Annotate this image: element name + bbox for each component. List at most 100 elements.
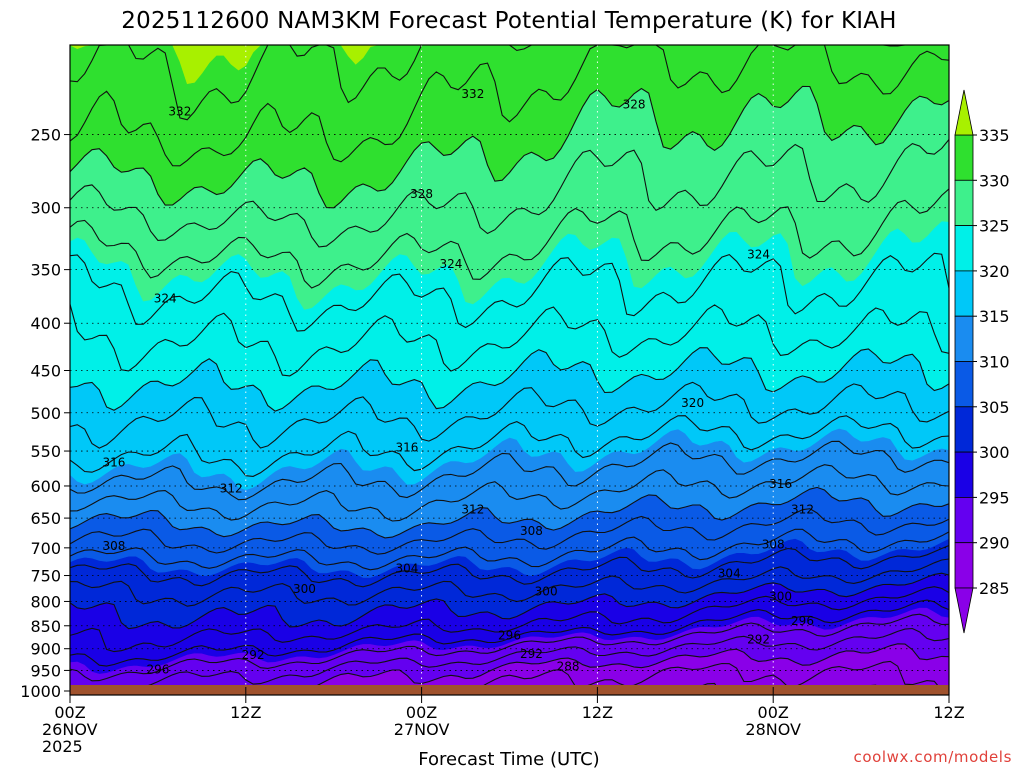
contour-294 <box>70 613 949 682</box>
contour-label: 304 <box>395 562 418 576</box>
contour-334 <box>70 45 949 121</box>
contour-label: 332 <box>461 87 484 101</box>
colorbar-bottom-arrow <box>954 587 974 634</box>
y-tick-label: 700 <box>30 539 61 558</box>
colorbar-segment <box>954 451 974 498</box>
contour-label: 320 <box>681 396 704 410</box>
x-tick-label: 28NOV <box>745 720 801 739</box>
contour-label: 324 <box>747 247 770 261</box>
y-tick-label: 750 <box>30 567 61 586</box>
colorbar-tick-label: 335 <box>979 126 1010 145</box>
colorbar-segment <box>954 270 974 317</box>
contour-324 <box>70 252 949 332</box>
colorbar-tick-label: 320 <box>979 262 1010 281</box>
y-tick-label: 300 <box>30 199 61 218</box>
contour-288 <box>483 660 939 685</box>
colorbar-segment <box>954 542 974 589</box>
contour-label: 316 <box>102 456 125 470</box>
contour-label: 312 <box>220 482 243 496</box>
contour-292 <box>148 627 949 685</box>
y-tick-label: 650 <box>30 509 61 528</box>
x-axis-title: Forecast Time (UTC) <box>418 749 599 768</box>
x-tick-label: 12Z <box>582 703 613 722</box>
y-tick-label: 800 <box>30 592 61 611</box>
contour-label: 296 <box>498 629 521 643</box>
contour-label: 300 <box>535 584 558 598</box>
contour-330 <box>70 85 949 209</box>
contour-label: 296 <box>146 663 169 677</box>
x-tick-label: 2025 <box>42 737 83 756</box>
contour-318 <box>70 381 949 449</box>
x-tick-label: 26NOV <box>42 720 98 739</box>
contour-label: 328 <box>410 187 433 201</box>
contour-label: 304 <box>718 566 741 580</box>
contour-label: 308 <box>102 539 125 553</box>
contour-308 <box>70 508 949 555</box>
contour-label: 296 <box>791 614 814 628</box>
colorbar-tick-label: 285 <box>979 579 1010 598</box>
colorbar-tick-label: 300 <box>979 443 1010 462</box>
contour-label: 308 <box>762 537 785 551</box>
contour-label: 312 <box>461 502 484 516</box>
x-tick-label: 12Z <box>933 703 964 722</box>
colorbar-segment <box>954 225 974 272</box>
contour-322 <box>70 304 949 377</box>
colorbar-tick-label: 310 <box>979 353 1010 372</box>
contour-label: 324 <box>154 291 177 305</box>
colorbar-tick-label: 330 <box>979 171 1010 190</box>
contour-label: 316 <box>395 440 418 454</box>
y-tick-label: 450 <box>30 361 61 380</box>
contour-label: 332 <box>168 104 191 118</box>
colorbar-top-arrow <box>954 89 974 136</box>
theta-bands <box>70 45 949 685</box>
contour-302 <box>70 558 949 607</box>
contour-label: 328 <box>623 98 646 112</box>
contour-304 <box>70 544 949 588</box>
y-tick-label: 250 <box>30 126 61 145</box>
colorbar-tick-label: 325 <box>979 217 1010 236</box>
contour-316 <box>70 415 949 477</box>
contour-298 <box>70 586 949 653</box>
y-tick-label: 550 <box>30 442 61 461</box>
contour-label: 308 <box>520 524 543 538</box>
colorbar-segment <box>954 134 974 181</box>
colorbar-segment <box>954 315 974 362</box>
chart-title: 2025112600 NAM3KM Forecast Potential Tem… <box>121 8 896 34</box>
colorbar-tick-label: 315 <box>979 307 1010 326</box>
contour-label: 288 <box>557 660 580 674</box>
contour-label: 292 <box>242 648 265 662</box>
credit-text: coolwx.com/models <box>854 748 1013 766</box>
y-tick-label: 900 <box>30 640 61 659</box>
ground-strip <box>70 685 949 695</box>
y-tick-label: 600 <box>30 477 61 496</box>
contour-label: 300 <box>769 589 792 603</box>
y-tick-label: 400 <box>30 314 61 333</box>
contour-290 <box>316 643 949 685</box>
contour-306 <box>70 528 949 571</box>
x-tick-label: 27NOV <box>394 720 450 739</box>
theta-band-335-345 <box>70 45 949 85</box>
theta-contours <box>70 45 949 685</box>
contour-310 <box>70 486 949 539</box>
contour-332 <box>70 45 949 167</box>
colorbar-segment <box>954 496 974 544</box>
contour-label: 292 <box>747 633 770 647</box>
contour-328 <box>70 139 949 248</box>
y-tick-label: 350 <box>30 261 61 280</box>
contour-312 <box>70 464 949 522</box>
contour-300 <box>70 572 949 630</box>
x-tick-label: 12Z <box>230 703 261 722</box>
colorbar-tick-label: 305 <box>979 398 1010 417</box>
y-tick-label: 950 <box>30 661 61 680</box>
y-tick-label: 1000 <box>20 682 61 701</box>
y-tick-label: 850 <box>30 617 61 636</box>
colorbar-tick-label: 295 <box>979 488 1010 507</box>
contour-314 <box>70 440 949 501</box>
x-tick-label: 00Z <box>758 703 789 722</box>
colorbar-segment <box>954 179 974 227</box>
contour-326 <box>70 188 949 289</box>
contour-label: 316 <box>769 477 792 491</box>
y-axis: 250 300 350 400 450 500 550 600 650 700 750 800 850 9… <box>20 126 70 701</box>
